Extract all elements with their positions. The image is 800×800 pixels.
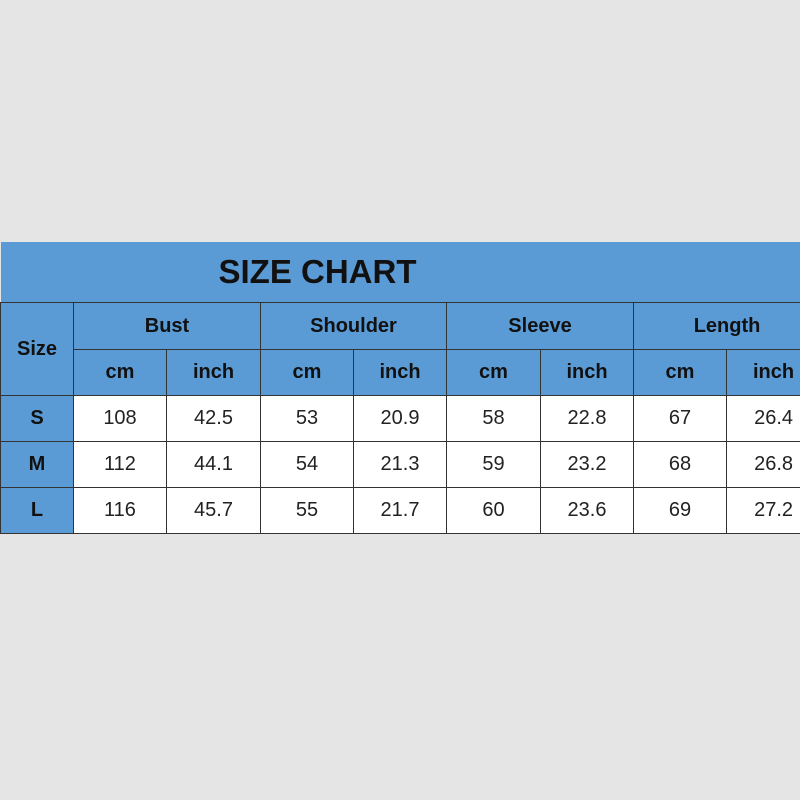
table-cell: 42.5: [166, 395, 261, 442]
unit-header: inch: [353, 349, 447, 396]
table-cell: 54: [260, 441, 354, 488]
size-label: M: [0, 441, 74, 488]
table-cell: 53: [260, 395, 354, 442]
table-cell: 59: [446, 441, 541, 488]
group-header: Shoulder: [260, 302, 447, 350]
table-cell: 108: [73, 395, 167, 442]
table-cell: 23.6: [540, 487, 634, 534]
table-row: S 108 42.5 53 20.9 58 22.8 67 26.4: [0, 395, 800, 442]
table-cell: 26.8: [725, 441, 800, 488]
table-cell: 69: [633, 487, 727, 534]
table-cell: 22.8: [540, 395, 634, 442]
size-header: Size: [0, 302, 74, 396]
table-cell: 27.2: [725, 487, 800, 534]
table-cell: 112: [73, 441, 167, 488]
unit-header: cm: [633, 349, 727, 396]
table-cell: 68: [633, 441, 727, 488]
unit-header: inch: [540, 349, 634, 396]
table-cell: 60: [446, 487, 541, 534]
unit-header: inch: [166, 349, 261, 396]
unit-header: inch: [725, 349, 800, 396]
table-cell: 26.4: [725, 395, 800, 442]
group-header: Length: [632, 302, 800, 350]
table-cell: 55: [260, 487, 354, 534]
group-header: Bust: [73, 302, 261, 350]
table-row: L 116 45.7 55 21.7 60 23.6 69 27.2: [0, 487, 800, 534]
table-cell: 67: [633, 395, 727, 442]
chart-title: SIZE CHART: [0, 242, 800, 303]
table-cell: 20.9: [353, 395, 447, 442]
unit-header: cm: [260, 349, 354, 396]
table-cell: 21.3: [353, 441, 447, 488]
unit-header: cm: [73, 349, 167, 396]
unit-header: cm: [446, 349, 541, 396]
table-cell: 23.2: [540, 441, 634, 488]
size-label: L: [0, 487, 74, 534]
table-cell: 58: [446, 395, 541, 442]
table-cell: 45.7: [166, 487, 261, 534]
table-row: M 112 44.1 54 21.3 59 23.2 68 26.8: [0, 441, 800, 488]
size-label: S: [0, 395, 74, 442]
size-chart: SIZE CHART Size Bust Shoulder Sleeve Len…: [0, 242, 800, 538]
size-table: SIZE CHART Size Bust Shoulder Sleeve Len…: [0, 242, 800, 534]
table-cell: 116: [73, 487, 167, 534]
table-cell: 44.1: [166, 441, 261, 488]
table-cell: 21.7: [353, 487, 447, 534]
group-header: Sleeve: [446, 302, 634, 350]
